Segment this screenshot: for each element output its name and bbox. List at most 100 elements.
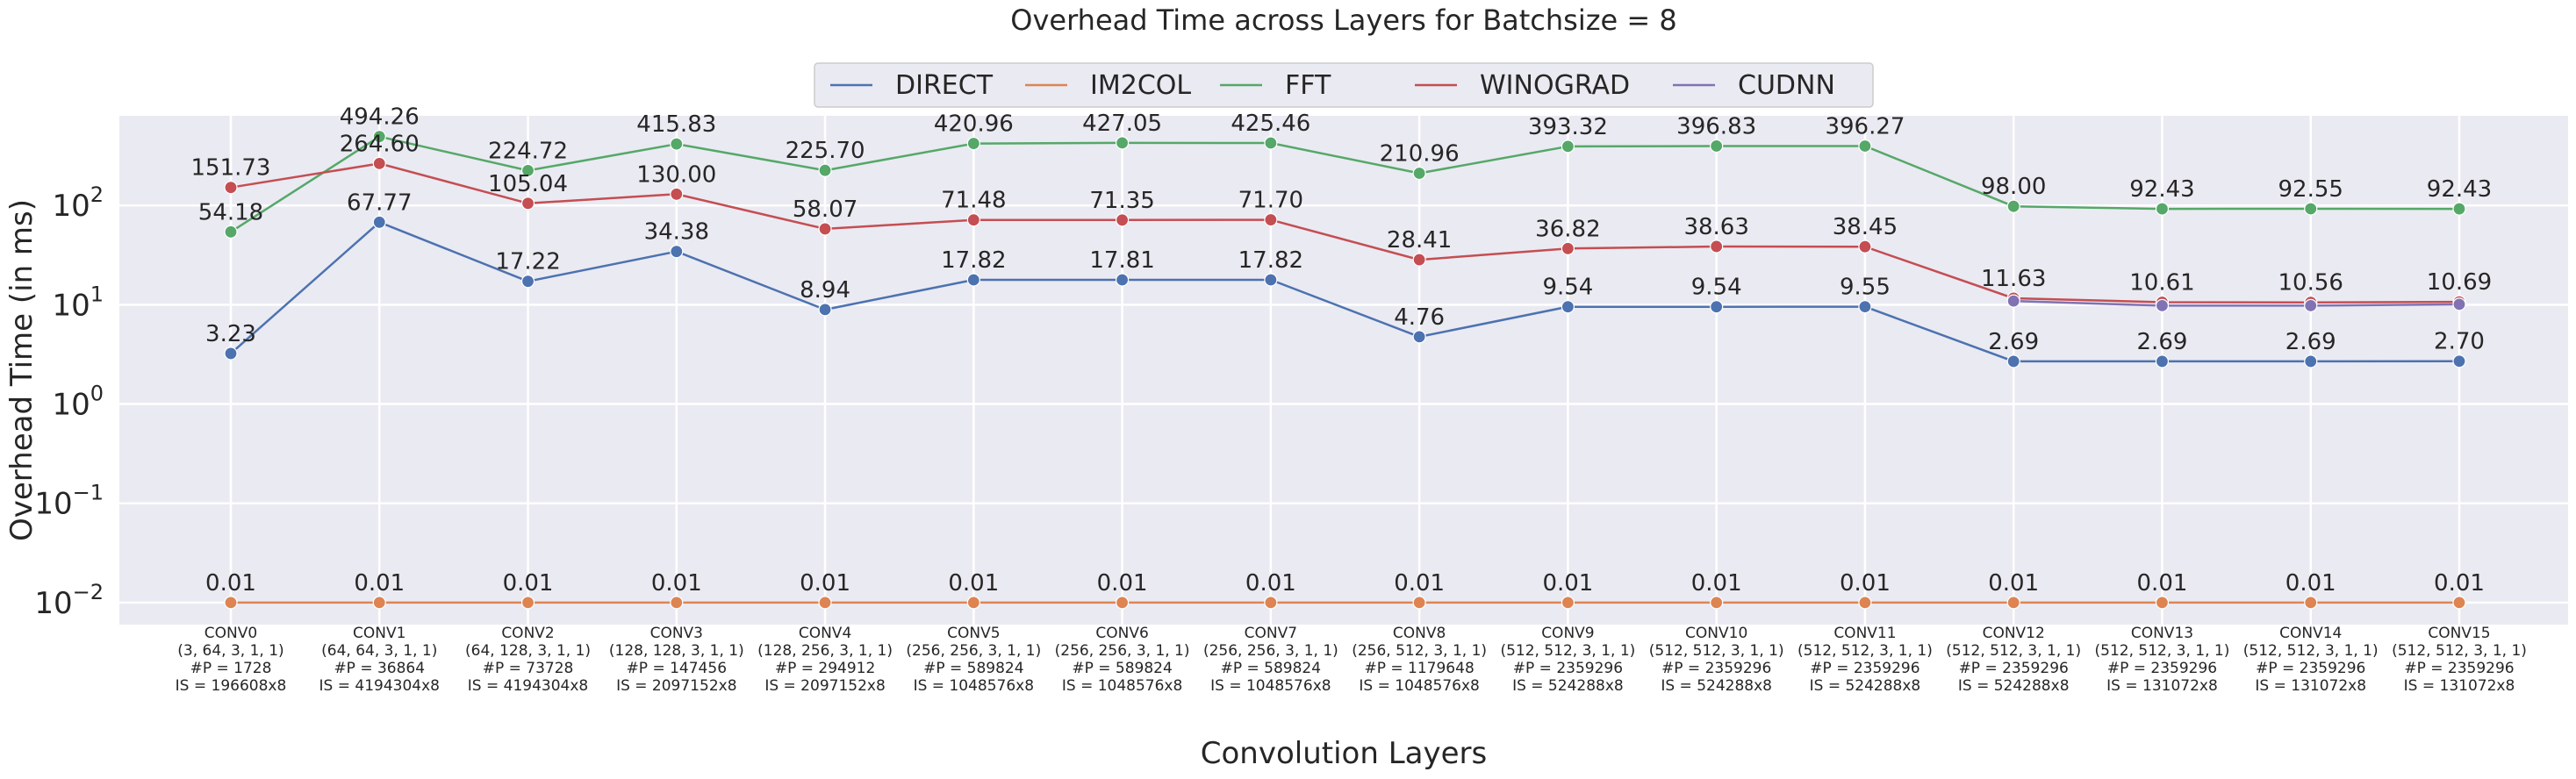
x-tick-label: #P = 2359296 <box>2107 660 2217 677</box>
y-tick-label: 10−1 <box>34 481 104 522</box>
point-im2col <box>1412 596 1426 610</box>
data-label-fft: 225.70 <box>786 138 865 164</box>
point-winograd <box>818 222 832 236</box>
data-label-winograd: 10.56 <box>2278 270 2343 297</box>
data-label-winograd: 71.70 <box>1238 188 1303 214</box>
data-label-fft: 425.46 <box>1231 111 1310 137</box>
x-tick-label: CONV3 <box>650 625 703 642</box>
x-tick-label: #P = 73728 <box>483 660 574 677</box>
legend-label-direct: DIRECT <box>895 70 994 101</box>
data-label-im2col: 0.01 <box>503 570 554 597</box>
data-label-winograd: 38.45 <box>1833 214 1898 240</box>
data-label-fft: 92.43 <box>2129 176 2194 203</box>
x-tick-label: CONV4 <box>799 625 851 642</box>
x-axis-label: Convolution Layers <box>1201 736 1487 771</box>
x-tick-label: IS = 1048576x8 <box>1062 677 1182 695</box>
x-tick-label: IS = 1048576x8 <box>1210 677 1331 695</box>
data-label-im2col: 0.01 <box>800 570 850 597</box>
x-tick-label: (256, 256, 3, 1, 1) <box>1203 642 1338 660</box>
data-label-winograd: 11.63 <box>1981 266 2046 292</box>
point-im2col <box>1115 596 1130 610</box>
point-direct <box>2452 354 2466 368</box>
data-label-winograd: 71.35 <box>1089 188 1154 214</box>
x-tick-label: (512, 512, 3, 1, 1) <box>1500 642 1635 660</box>
legend-label-im2col: IM2COL <box>1090 70 1191 101</box>
data-label-winograd: 10.61 <box>2129 269 2194 296</box>
x-tick-label: CONV13 <box>2131 625 2193 642</box>
data-labels: 3.23 67.77 17.22 34.38 8.94 17.82 17.81 17.82 4.… <box>191 104 2493 597</box>
data-label-fft: 415.83 <box>636 111 716 138</box>
x-tick-label: #P = 2359296 <box>2256 660 2365 677</box>
data-label-fft: 494.26 <box>340 104 420 131</box>
x-tick-label: (512, 512, 3, 1, 1) <box>2243 642 2379 660</box>
data-label-im2col: 0.01 <box>1245 570 1296 597</box>
point-direct <box>670 245 684 259</box>
point-fft <box>1561 139 1575 154</box>
x-tick-label: CONV9 <box>1541 625 1594 642</box>
point-fft <box>670 137 684 151</box>
x-tick-label: IS = 131072x8 <box>2404 677 2515 695</box>
data-label-winograd: 105.04 <box>488 171 568 197</box>
chart-title: Overhead Time across Layers for Batchsiz… <box>1010 4 1676 37</box>
x-tick-label: #P = 2359296 <box>2404 660 2514 677</box>
x-tick-label: CONV10 <box>1685 625 1747 642</box>
x-tick-label: #P = 2359296 <box>1513 660 1623 677</box>
data-label-winograd: 36.82 <box>1535 216 1600 242</box>
data-label-fft: 92.55 <box>2278 176 2343 203</box>
point-fft <box>966 136 980 151</box>
data-label-im2col: 0.01 <box>948 570 999 597</box>
data-label-direct: 3.23 <box>205 321 256 347</box>
point-fft <box>1412 166 1426 181</box>
data-label-fft: 98.00 <box>1981 174 2046 200</box>
point-im2col <box>2304 596 2318 610</box>
point-im2col <box>520 596 535 610</box>
point-im2col <box>1264 596 1278 610</box>
x-tick-label: CONV0 <box>205 625 257 642</box>
data-label-fft: 396.83 <box>1676 113 1756 139</box>
series-line-winograd <box>230 162 2460 304</box>
data-label-direct: 9.55 <box>1840 275 1891 301</box>
point-fft <box>520 163 535 178</box>
series-line-direct <box>230 220 2460 363</box>
point-cudnn <box>2006 294 2020 308</box>
point-cudnn <box>2452 297 2466 311</box>
point-fft <box>1115 136 1130 150</box>
x-tick-label: (256, 512, 3, 1, 1) <box>1352 642 1487 660</box>
x-tick-label: IS = 131072x8 <box>2255 677 2366 695</box>
x-tick-label: (512, 512, 3, 1, 1) <box>1946 642 2081 660</box>
y-tick-label: 101 <box>52 282 104 323</box>
x-tick-label: CONV6 <box>1095 625 1148 642</box>
point-winograd <box>372 156 386 170</box>
x-tick-label: CONV12 <box>1983 625 2045 642</box>
x-tick-label: IS = 1048576x8 <box>1359 677 1479 695</box>
series-line-cudnn <box>2013 299 2460 307</box>
series-points <box>224 130 2466 610</box>
point-im2col <box>224 596 238 610</box>
data-label-fft: 427.05 <box>1082 111 1162 137</box>
data-label-winograd: 264.60 <box>340 131 420 157</box>
data-label-direct: 17.82 <box>941 247 1006 274</box>
point-winograd <box>670 187 684 201</box>
legend-label-winograd: WINOGRAD <box>1480 70 1630 101</box>
x-tick-label: (3, 64, 3, 1, 1) <box>177 642 283 660</box>
x-tick-label: IS = 524288x8 <box>1810 677 1921 695</box>
x-tick-label: IS = 524288x8 <box>1958 677 2070 695</box>
x-tick-label: IS = 524288x8 <box>1661 677 1772 695</box>
data-label-fft: 393.32 <box>1528 114 1608 140</box>
x-tick-label: #P = 147456 <box>627 660 727 677</box>
x-tick-label: CONV7 <box>1245 625 1297 642</box>
y-tick-label: 10−2 <box>34 580 104 621</box>
point-winograd <box>1561 241 1575 255</box>
point-direct <box>1115 273 1130 287</box>
x-tick-label: #P = 1728 <box>190 660 272 677</box>
data-label-im2col: 0.01 <box>1691 570 1742 597</box>
x-tick-label: #P = 589824 <box>923 660 1023 677</box>
point-winograd <box>1115 213 1130 227</box>
data-label-im2col: 0.01 <box>1097 570 1148 597</box>
legend: DIRECT IM2COL FFT WINOGRAD CUDNN <box>814 62 1874 108</box>
x-tick-label: (128, 128, 3, 1, 1) <box>609 642 744 660</box>
data-label-winograd: 28.41 <box>1387 227 1452 254</box>
data-label-im2col: 0.01 <box>2137 570 2188 597</box>
